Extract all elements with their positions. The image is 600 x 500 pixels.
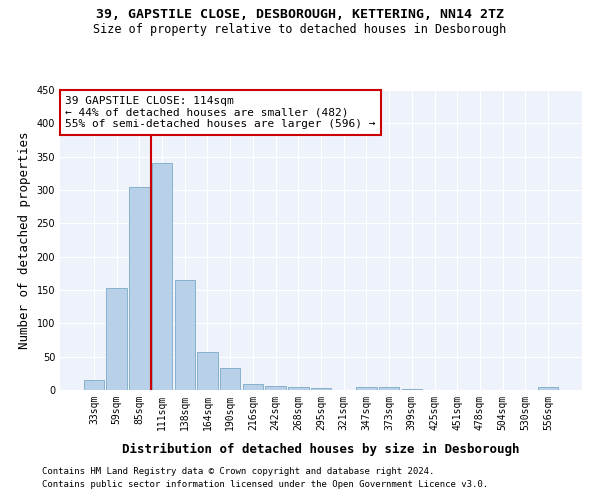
- Bar: [538, 388, 558, 390]
- Bar: [242, 384, 263, 390]
- Bar: [265, 386, 286, 390]
- Bar: [379, 386, 400, 390]
- Bar: [356, 386, 377, 390]
- Text: Distribution of detached houses by size in Desborough: Distribution of detached houses by size …: [122, 442, 520, 456]
- Bar: [288, 388, 308, 390]
- Bar: [197, 352, 218, 390]
- Bar: [311, 388, 331, 390]
- Text: Contains HM Land Registry data © Crown copyright and database right 2024.: Contains HM Land Registry data © Crown c…: [42, 467, 434, 476]
- Bar: [175, 280, 195, 390]
- Y-axis label: Number of detached properties: Number of detached properties: [18, 131, 31, 349]
- Bar: [84, 380, 104, 390]
- Text: 39 GAPSTILE CLOSE: 114sqm
← 44% of detached houses are smaller (482)
55% of semi: 39 GAPSTILE CLOSE: 114sqm ← 44% of detac…: [65, 96, 376, 129]
- Bar: [129, 186, 149, 390]
- Bar: [152, 164, 172, 390]
- Text: Contains public sector information licensed under the Open Government Licence v3: Contains public sector information licen…: [42, 480, 488, 489]
- Bar: [220, 368, 241, 390]
- Text: 39, GAPSTILE CLOSE, DESBOROUGH, KETTERING, NN14 2TZ: 39, GAPSTILE CLOSE, DESBOROUGH, KETTERIN…: [96, 8, 504, 20]
- Bar: [106, 288, 127, 390]
- Text: Size of property relative to detached houses in Desborough: Size of property relative to detached ho…: [94, 22, 506, 36]
